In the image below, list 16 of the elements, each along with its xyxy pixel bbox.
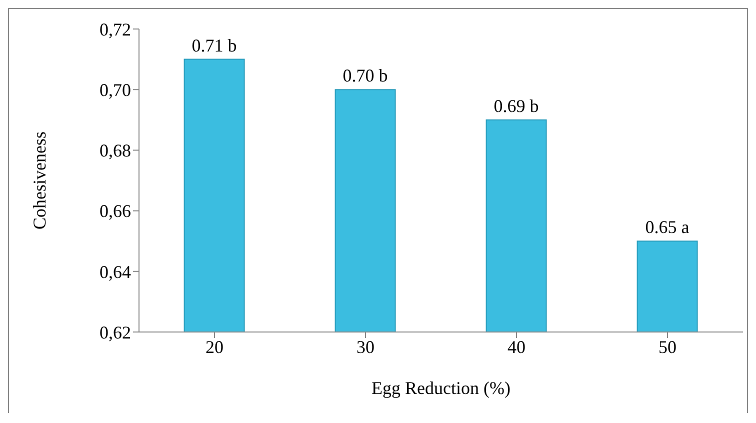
x-tick-label: 20 bbox=[206, 336, 224, 357]
data-label: 0.71 b bbox=[192, 35, 237, 56]
y-tick-label: 0,68 bbox=[100, 140, 131, 161]
data-label: 0.70 b bbox=[342, 66, 388, 86]
x-tick-label: 40 bbox=[508, 336, 526, 357]
y-tick-label: 0,62 bbox=[100, 322, 131, 342]
data-label: 0.69 b bbox=[494, 96, 539, 116]
y-tick-label: 0,64 bbox=[100, 262, 131, 282]
y-tick-label: 0,72 bbox=[100, 19, 131, 40]
x-axis-title: Egg Reduction (%) bbox=[372, 378, 510, 398]
x-tick-label: 30 bbox=[356, 336, 374, 357]
x-tick-label: 50 bbox=[658, 336, 676, 357]
y-tick-label: 0,66 bbox=[100, 201, 131, 222]
y-axis-title: Cohesiveness bbox=[29, 132, 50, 230]
y-tick-label: 0,70 bbox=[100, 80, 131, 100]
data-label: 0.65 a bbox=[645, 217, 690, 238]
